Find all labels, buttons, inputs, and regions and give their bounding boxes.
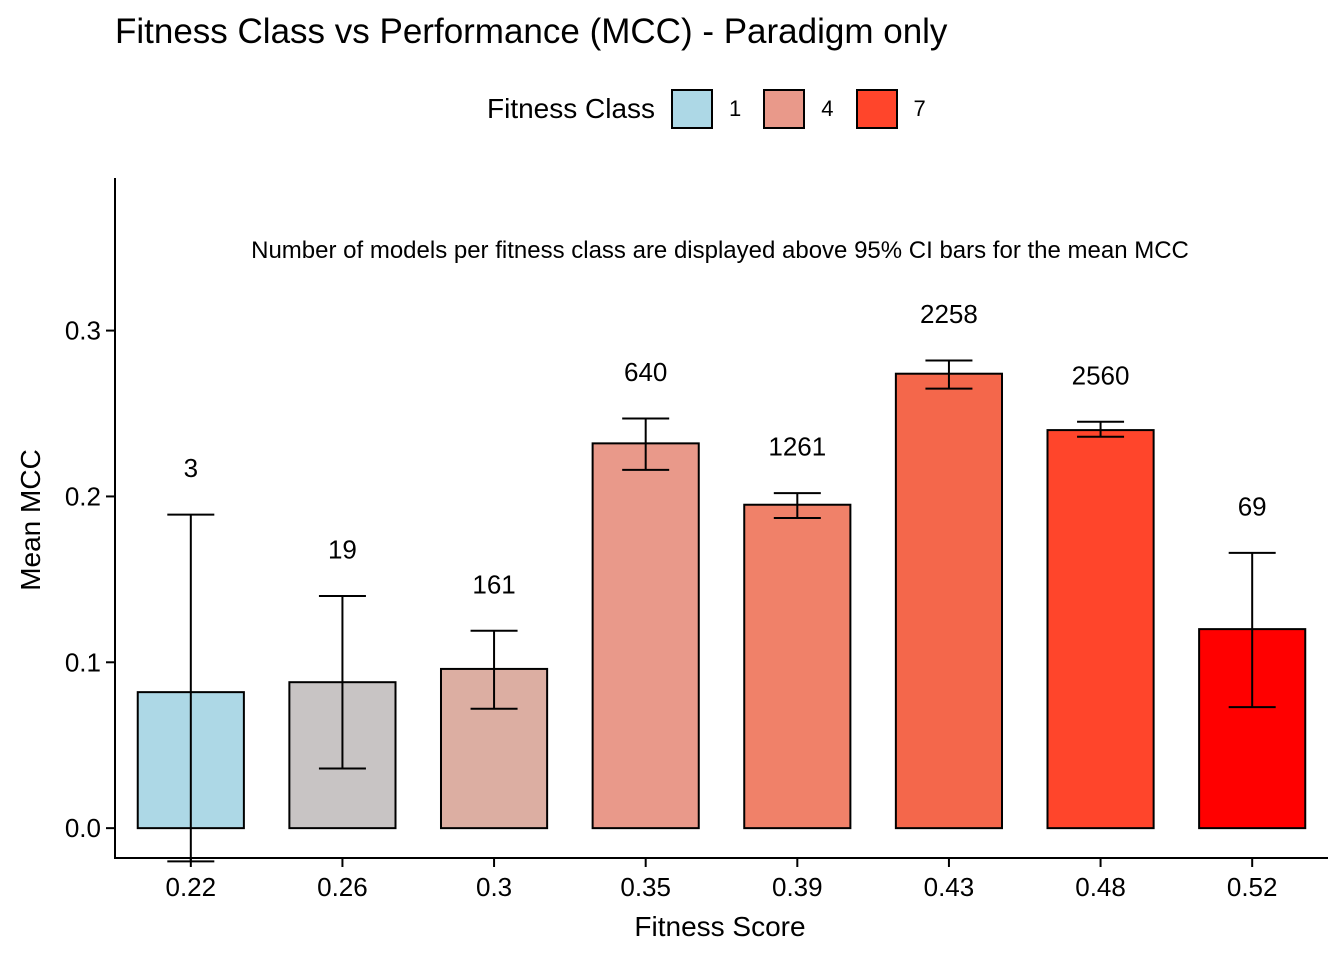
bar-0.35 [591,442,700,830]
y-tick-label-0.1: 0.1 [65,647,101,677]
count-label-0.35: 640 [624,357,667,387]
count-label-0.48: 2560 [1072,360,1130,390]
legend-title: Fitness Class [487,93,656,124]
legend-label-4: 4 [821,96,834,121]
legend-key-7 [855,89,898,129]
bar-0.39 [743,503,852,830]
legend-key-4 [763,89,806,129]
count-label-0.52: 69 [1238,491,1267,521]
legend-label-7: 7 [913,96,926,121]
legend-key-1 [671,89,714,129]
x-tick-label-0.39: 0.39 [772,872,823,902]
x-tick-label-0.35: 0.35 [620,872,671,902]
y-tick-label-0.0: 0.0 [65,813,101,843]
y-tick-label-0.2: 0.2 [65,481,101,511]
bar-0.43 [894,372,1004,830]
legend: Fitness Class 1 4 7 [487,86,948,132]
x-tick-label-0.3: 0.3 [476,872,512,902]
x-axis-label: Fitness Score [634,911,805,942]
count-label-0.39: 1261 [768,432,826,462]
bar-0.48 [1046,429,1155,830]
chart-title: Fitness Class vs Performance (MCC) - Par… [115,12,948,51]
chart-annotation: Number of models per fitness class are d… [251,237,1189,264]
count-label-0.43: 2258 [920,299,978,329]
x-tick-label-0.22: 0.22 [166,872,217,902]
legend-item-1: 1 [671,89,741,129]
x-tick-label-0.48: 0.48 [1075,872,1126,902]
count-label-0.26: 19 [328,535,357,565]
legend-item-7: 7 [855,89,926,129]
x-tick-label-0.43: 0.43 [924,872,975,902]
legend-item-4: 4 [763,89,834,129]
y-axis-label: Mean MCC [15,449,46,591]
x-tick-label-0.52: 0.52 [1227,872,1278,902]
count-label-0.22: 3 [184,453,198,483]
count-label-0.3: 161 [472,569,515,599]
legend-label-1: 1 [729,96,742,121]
x-tick-label-0.26: 0.26 [317,872,368,902]
y-tick-label-0.3: 0.3 [65,316,101,346]
